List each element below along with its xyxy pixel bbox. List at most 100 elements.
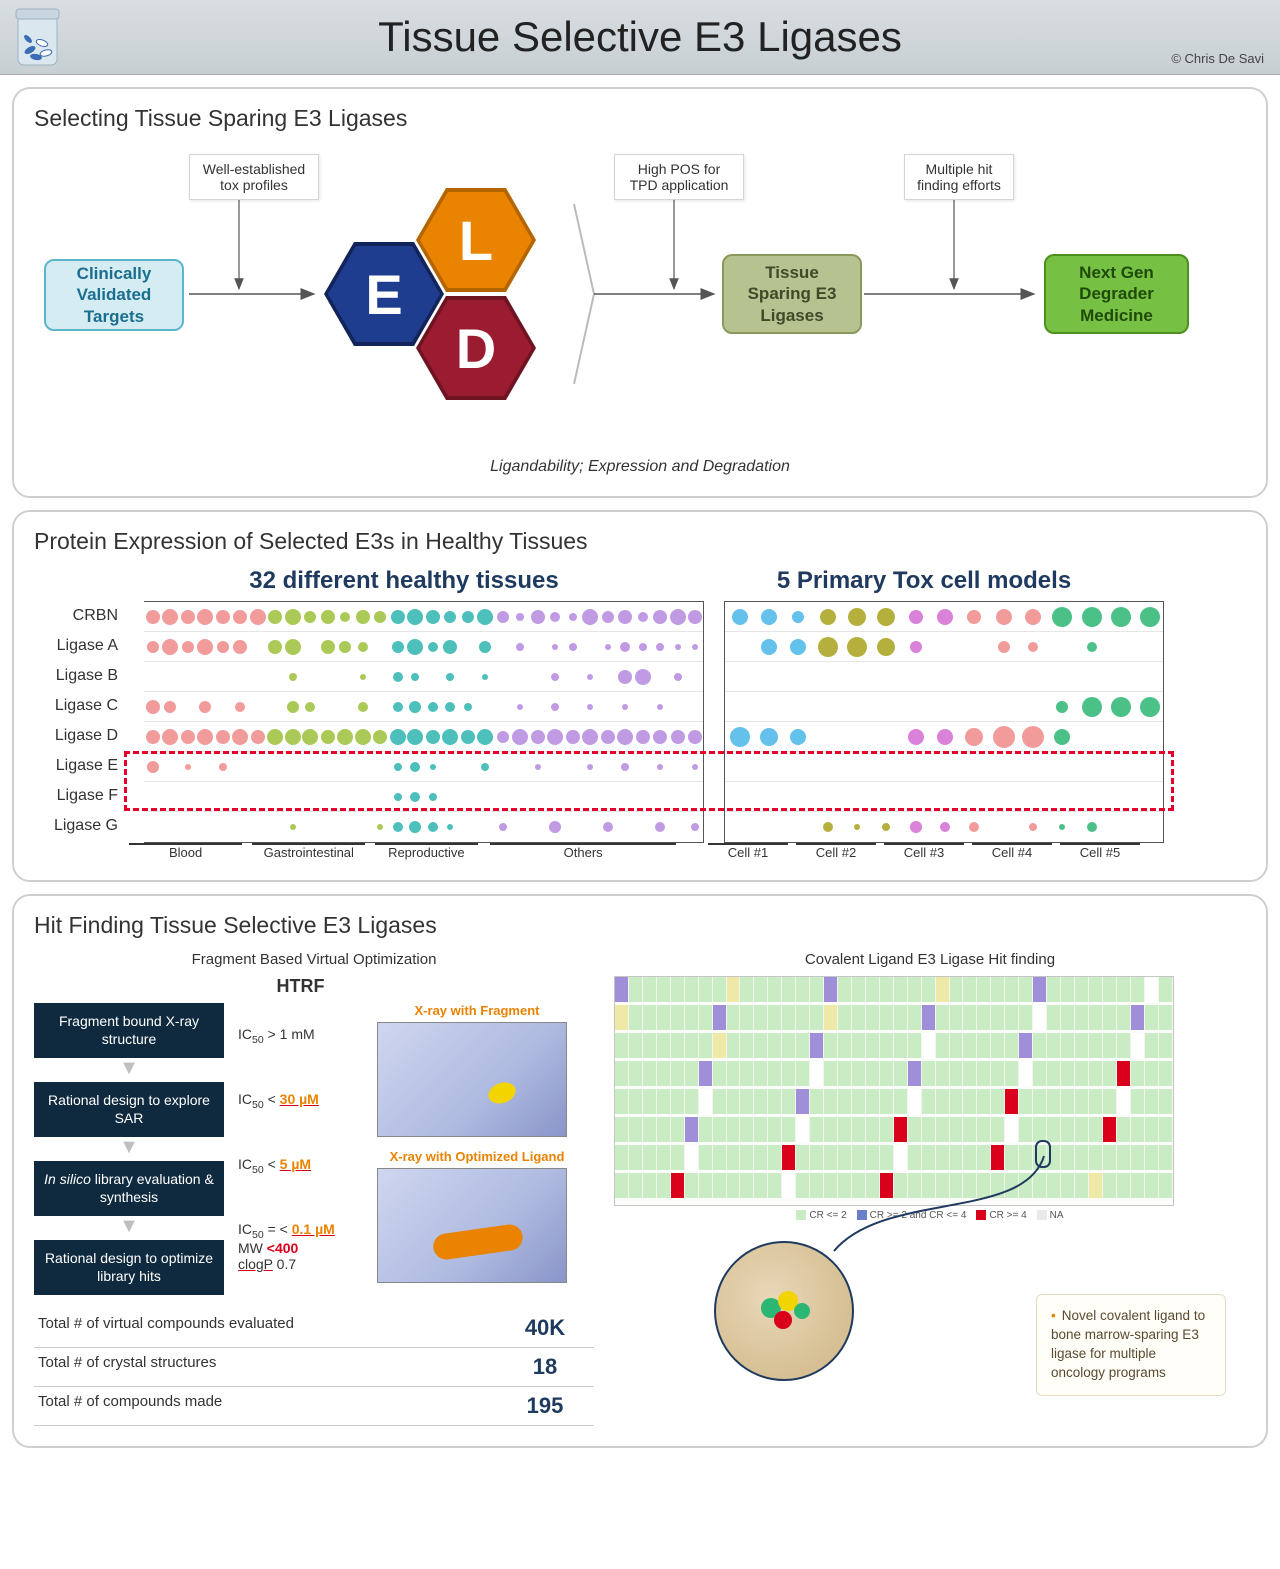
- bubble: [1052, 607, 1072, 627]
- bubble: [477, 729, 493, 745]
- heat-cell: [1117, 1089, 1131, 1114]
- bubble: [461, 730, 475, 744]
- heat-cell: [643, 1145, 657, 1170]
- bubble: [675, 644, 681, 650]
- bubble: [656, 643, 664, 651]
- heat-cell: [1145, 1089, 1159, 1114]
- bubble: [940, 822, 950, 832]
- heat-cell: [1019, 1061, 1033, 1086]
- bubble: [996, 609, 1012, 625]
- bubble: [217, 641, 229, 653]
- bubble: [340, 612, 350, 622]
- bubble: [587, 674, 593, 680]
- heat-cell: [713, 1033, 727, 1058]
- heat-cell: [671, 1173, 685, 1198]
- bubble: [268, 610, 282, 624]
- heat-cell: [740, 1061, 754, 1086]
- row-label: Ligase G: [34, 811, 124, 841]
- frag-step: Fragment bound X-ray structure: [34, 1003, 224, 1058]
- heat-cell: [936, 1033, 950, 1058]
- heat-cell: [1117, 1061, 1131, 1086]
- heat-cell: [1159, 1173, 1173, 1198]
- heat-cell: [908, 977, 922, 1002]
- bubble: [394, 793, 402, 801]
- heat-cell: [615, 977, 629, 1002]
- heat-cell: [1103, 1089, 1117, 1114]
- bubble: [410, 792, 420, 802]
- heat-cell: [740, 1089, 754, 1114]
- heat-cell: [657, 1005, 671, 1030]
- bubble: [181, 610, 195, 624]
- heat-cell: [754, 1005, 768, 1030]
- page-title: Tissue Selective E3 Ligases: [378, 13, 902, 61]
- bubble: [477, 609, 493, 625]
- heat-cell: [1131, 1145, 1145, 1170]
- heat-cell: [629, 1061, 643, 1086]
- heat-cell: [629, 1117, 643, 1142]
- heat-cell: [1061, 1005, 1075, 1030]
- heat-cell: [796, 1033, 810, 1058]
- bubble: [464, 703, 472, 711]
- heat-cell: [1075, 1089, 1089, 1114]
- bubble: [621, 763, 629, 771]
- heat-cell: [1117, 977, 1131, 1002]
- bubble: [547, 729, 563, 745]
- bubble: [552, 644, 558, 650]
- bubble: [937, 729, 953, 745]
- box-clinical-targets: Clinically Validated Targets: [44, 259, 184, 331]
- bubble: [1022, 726, 1044, 748]
- bubble: [444, 611, 456, 623]
- heat-cell: [880, 1005, 894, 1030]
- bubble: [197, 609, 213, 625]
- bubble: [216, 610, 230, 624]
- heat-cell: [936, 1005, 950, 1030]
- heat-cell: [1075, 1117, 1089, 1142]
- stats-row: Total # of crystal structures18: [34, 1348, 594, 1387]
- bubble: [409, 821, 421, 833]
- heat-cell: [1145, 1145, 1159, 1170]
- heat-cell: [727, 1117, 741, 1142]
- bubble: [481, 763, 489, 771]
- box-tissue-sparing: Tissue Sparing E3 Ligases: [722, 254, 862, 334]
- heat-cell: [1089, 1145, 1103, 1170]
- bubble: [233, 640, 247, 654]
- p3-left-subtitle: Fragment Based Virtual Optimization: [34, 951, 594, 968]
- heat-cell: [908, 1061, 922, 1086]
- bubble: [233, 610, 247, 624]
- heat-cell: [796, 1061, 810, 1086]
- heat-cell: [629, 1089, 643, 1114]
- heat-cell: [824, 1061, 838, 1086]
- heat-cell: [936, 1061, 950, 1086]
- heat-cell: [1131, 977, 1145, 1002]
- bubble-row: [725, 602, 1163, 632]
- row-label: Ligase A: [34, 631, 124, 661]
- bubble-row: [725, 782, 1163, 812]
- heat-cell: [1089, 1117, 1103, 1142]
- heat-cell: [824, 1005, 838, 1030]
- heat-cell: [685, 1005, 699, 1030]
- stats-label: Total # of compounds made: [38, 1393, 222, 1419]
- bubble: [355, 729, 371, 745]
- bubble: [181, 730, 195, 744]
- heat-cell: [1117, 1117, 1131, 1142]
- bubble: [908, 729, 924, 745]
- heat-cell: [740, 1117, 754, 1142]
- bubble: [602, 611, 614, 623]
- bubble: [285, 639, 301, 655]
- cell-group-label: Cell #4: [968, 845, 1056, 860]
- bubble: [321, 730, 335, 744]
- heat-cell: [657, 977, 671, 1002]
- heat-cell: [1033, 1005, 1047, 1030]
- heat-cell: [824, 977, 838, 1002]
- bubble: [1082, 697, 1102, 717]
- fragment-optimization: Fragment Based Virtual Optimization HTRF…: [34, 951, 594, 1426]
- bubble: [671, 730, 685, 744]
- stats-label: Total # of crystal structures: [38, 1354, 216, 1380]
- bubble: [497, 611, 509, 623]
- bubble: [411, 673, 419, 681]
- heat-cell: [796, 977, 810, 1002]
- heat-cell: [1075, 1145, 1089, 1170]
- heat-cell: [768, 977, 782, 1002]
- heat-cell: [1019, 977, 1033, 1002]
- stats-label: Total # of virtual compounds evaluated: [38, 1315, 294, 1341]
